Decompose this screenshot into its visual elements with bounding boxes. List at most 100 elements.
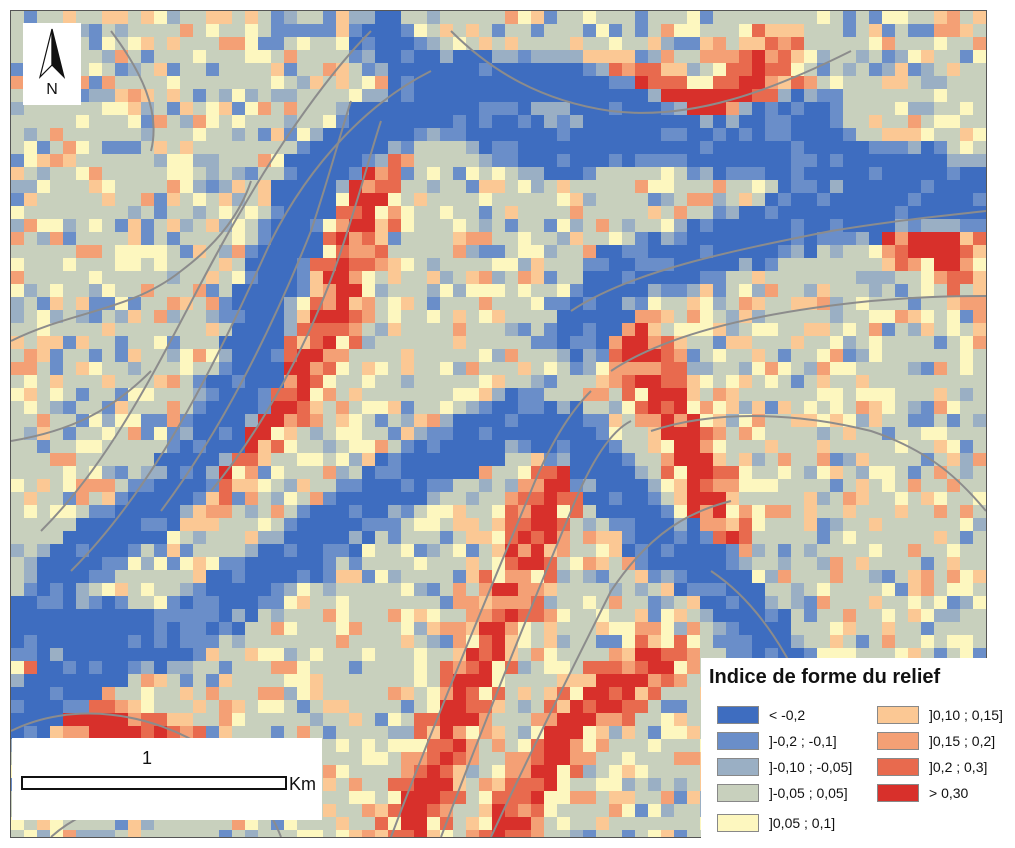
raster-cell bbox=[349, 128, 362, 141]
raster-cell bbox=[882, 128, 895, 141]
raster-cell bbox=[427, 128, 440, 141]
raster-cell bbox=[414, 50, 427, 63]
raster-cell bbox=[531, 115, 544, 128]
raster-cell bbox=[128, 362, 141, 375]
raster-cell bbox=[141, 63, 154, 76]
raster-cell bbox=[830, 89, 843, 102]
legend-label: ]-0,2 ; -0,1] bbox=[769, 733, 837, 749]
raster-cell bbox=[791, 128, 804, 141]
raster-cell bbox=[557, 271, 570, 284]
raster-cell bbox=[700, 258, 713, 271]
raster-cell bbox=[63, 388, 76, 401]
raster-cell bbox=[804, 310, 817, 323]
raster-cell bbox=[804, 648, 817, 661]
raster-cell bbox=[180, 518, 193, 531]
raster-cell bbox=[63, 336, 76, 349]
raster-cell bbox=[895, 570, 908, 583]
raster-cell bbox=[557, 37, 570, 50]
raster-cell bbox=[492, 661, 505, 674]
raster-cell bbox=[739, 648, 752, 661]
raster-cell bbox=[596, 778, 609, 791]
raster-cell bbox=[960, 362, 973, 375]
raster-cell bbox=[479, 388, 492, 401]
raster-cell bbox=[375, 154, 388, 167]
raster-cell bbox=[362, 492, 375, 505]
raster-cell bbox=[427, 76, 440, 89]
raster-cell bbox=[375, 674, 388, 687]
raster-cell bbox=[180, 258, 193, 271]
raster-cell bbox=[583, 206, 596, 219]
raster-cell bbox=[453, 622, 466, 635]
raster-cell bbox=[765, 505, 778, 518]
raster-cell bbox=[661, 167, 674, 180]
raster-cell bbox=[778, 11, 791, 24]
raster-cell bbox=[635, 206, 648, 219]
raster-cell bbox=[427, 206, 440, 219]
raster-cell bbox=[297, 427, 310, 440]
raster-cell bbox=[882, 622, 895, 635]
raster-cell bbox=[596, 700, 609, 713]
raster-cell bbox=[648, 739, 661, 752]
raster-cell bbox=[76, 622, 89, 635]
raster-cell bbox=[765, 648, 778, 661]
raster-cell bbox=[726, 128, 739, 141]
raster-cell bbox=[882, 492, 895, 505]
raster-cell bbox=[947, 544, 960, 557]
raster-cell bbox=[89, 89, 102, 102]
raster-cell bbox=[466, 570, 479, 583]
raster-cell bbox=[89, 635, 102, 648]
raster-cell bbox=[154, 102, 167, 115]
raster-cell bbox=[37, 830, 50, 837]
raster-cell bbox=[830, 37, 843, 50]
raster-cell bbox=[518, 193, 531, 206]
raster-cell bbox=[362, 726, 375, 739]
raster-cell bbox=[154, 583, 167, 596]
raster-cell bbox=[349, 661, 362, 674]
raster-cell bbox=[401, 570, 414, 583]
raster-cell bbox=[128, 492, 141, 505]
raster-cell bbox=[726, 102, 739, 115]
raster-cell bbox=[752, 570, 765, 583]
raster-cell bbox=[531, 128, 544, 141]
raster-cell bbox=[89, 336, 102, 349]
raster-cell bbox=[609, 193, 622, 206]
raster-cell bbox=[466, 37, 479, 50]
raster-cell bbox=[388, 531, 401, 544]
raster-cell bbox=[557, 726, 570, 739]
raster-cell bbox=[76, 453, 89, 466]
raster-cell bbox=[531, 804, 544, 817]
raster-cell bbox=[453, 570, 466, 583]
raster-cell bbox=[167, 609, 180, 622]
raster-cell bbox=[765, 466, 778, 479]
raster-cell bbox=[271, 557, 284, 570]
raster-cell bbox=[882, 596, 895, 609]
raster-cell bbox=[141, 726, 154, 739]
raster-cell bbox=[804, 206, 817, 219]
raster-cell bbox=[882, 440, 895, 453]
raster-cell bbox=[713, 154, 726, 167]
raster-cell bbox=[804, 440, 817, 453]
raster-cell bbox=[596, 427, 609, 440]
raster-cell bbox=[570, 765, 583, 778]
raster-cell bbox=[583, 440, 596, 453]
raster-cell bbox=[973, 310, 986, 323]
raster-cell bbox=[427, 50, 440, 63]
raster-cell bbox=[674, 830, 687, 837]
raster-cell bbox=[11, 687, 24, 700]
raster-cell bbox=[492, 245, 505, 258]
raster-cell bbox=[440, 375, 453, 388]
raster-cell bbox=[778, 193, 791, 206]
raster-cell bbox=[531, 622, 544, 635]
raster-cell bbox=[700, 193, 713, 206]
raster-cell bbox=[778, 336, 791, 349]
raster-cell bbox=[830, 24, 843, 37]
raster-cell bbox=[804, 76, 817, 89]
raster-cell bbox=[336, 726, 349, 739]
raster-cell bbox=[24, 817, 37, 830]
raster-cell bbox=[622, 11, 635, 24]
raster-cell bbox=[219, 76, 232, 89]
raster-cell bbox=[401, 206, 414, 219]
raster-cell bbox=[63, 11, 76, 24]
raster-cell bbox=[284, 544, 297, 557]
raster-cell bbox=[622, 505, 635, 518]
